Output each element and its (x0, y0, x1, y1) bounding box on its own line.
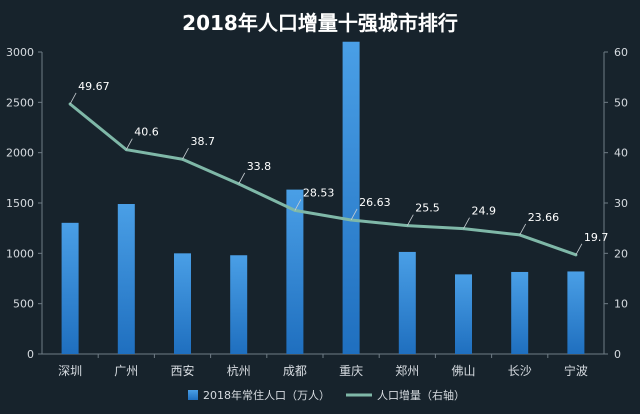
axes: 0 500 1000 1500 2000 2500 3000 0 10 20 30 40 50 60 深圳 广… (6, 46, 628, 378)
data-label: 28.53 (303, 186, 335, 199)
data-label: 25.5 (415, 202, 440, 215)
bar (174, 253, 191, 354)
data-label: 38.7 (191, 135, 216, 148)
legend-line-label: 人口增量（右轴） (377, 388, 465, 402)
y-right-tick-label: 20 (614, 247, 628, 260)
legend-bar-swatch (188, 390, 198, 400)
bar (61, 222, 79, 354)
y-right-tick-label: 0 (614, 348, 621, 361)
bar (511, 271, 529, 354)
data-label-leader (294, 199, 302, 211)
y-left-tick-label: 3000 (6, 46, 34, 59)
x-category-label: 广州 (114, 364, 138, 378)
y-left-tick-label: 1500 (6, 197, 34, 210)
line-path (69, 102, 577, 257)
legend-bar-label: 2018年常住人口（万人） (203, 388, 330, 402)
bar (342, 41, 360, 355)
y-right-tick-label: 10 (614, 298, 628, 311)
chart-title: 2018年人口增量十强城市排行 (182, 11, 458, 35)
x-category-label: 宁波 (564, 363, 588, 378)
y-right-tick-label: 60 (614, 46, 628, 59)
y-left-tick-label: 0 (27, 348, 34, 361)
data-label: 40.6 (134, 126, 159, 139)
legend: 2018年常住人口（万人） 人口增量（右轴） (188, 388, 465, 402)
bar (455, 274, 472, 354)
data-label: 33.8 (247, 160, 272, 173)
data-label-leader (463, 217, 470, 229)
bar (230, 255, 248, 354)
data-label-leader (406, 214, 414, 226)
data-label-leader (182, 148, 189, 160)
data-label-leader (575, 243, 583, 256)
x-category-label: 深圳 (58, 364, 82, 378)
x-category-label: 佛山 (451, 364, 475, 378)
bar (117, 204, 135, 354)
data-label-leader (519, 223, 527, 236)
y-left-tick-label: 1000 (6, 247, 34, 260)
data-label-leader (350, 208, 358, 221)
x-category-label: 郑州 (395, 363, 419, 378)
y-left-tick-label: 500 (13, 298, 34, 311)
data-label: 26.63 (359, 196, 391, 209)
data-label: 23.66 (528, 211, 560, 224)
x-category-label: 重庆 (339, 364, 363, 378)
x-category-label: 西安 (170, 363, 194, 378)
data-label-leader (238, 172, 246, 185)
data-labels: 49.67 40.6 38.7 33.8 28.53 26.63 25.5 24.9 23.66… (69, 80, 609, 256)
bar (286, 189, 304, 354)
bar (567, 271, 585, 354)
y-left-tick-label: 2500 (6, 96, 34, 109)
x-category-label: 杭州 (227, 363, 251, 378)
data-label-leader (69, 92, 77, 105)
data-label: 24.9 (472, 205, 497, 218)
x-category-label: 成都 (283, 364, 307, 378)
bar-series (61, 41, 585, 355)
data-label: 19.7 (584, 231, 609, 244)
y-left-tick-label: 2000 (6, 147, 34, 160)
bar (398, 251, 416, 354)
data-label: 49.67 (78, 80, 110, 93)
x-category-label: 长沙 (508, 364, 532, 378)
y-right-tick-label: 40 (614, 147, 628, 160)
data-label-leader (125, 138, 133, 150)
y-right-tick-label: 50 (614, 96, 628, 109)
y-right-tick-label: 30 (614, 197, 628, 210)
